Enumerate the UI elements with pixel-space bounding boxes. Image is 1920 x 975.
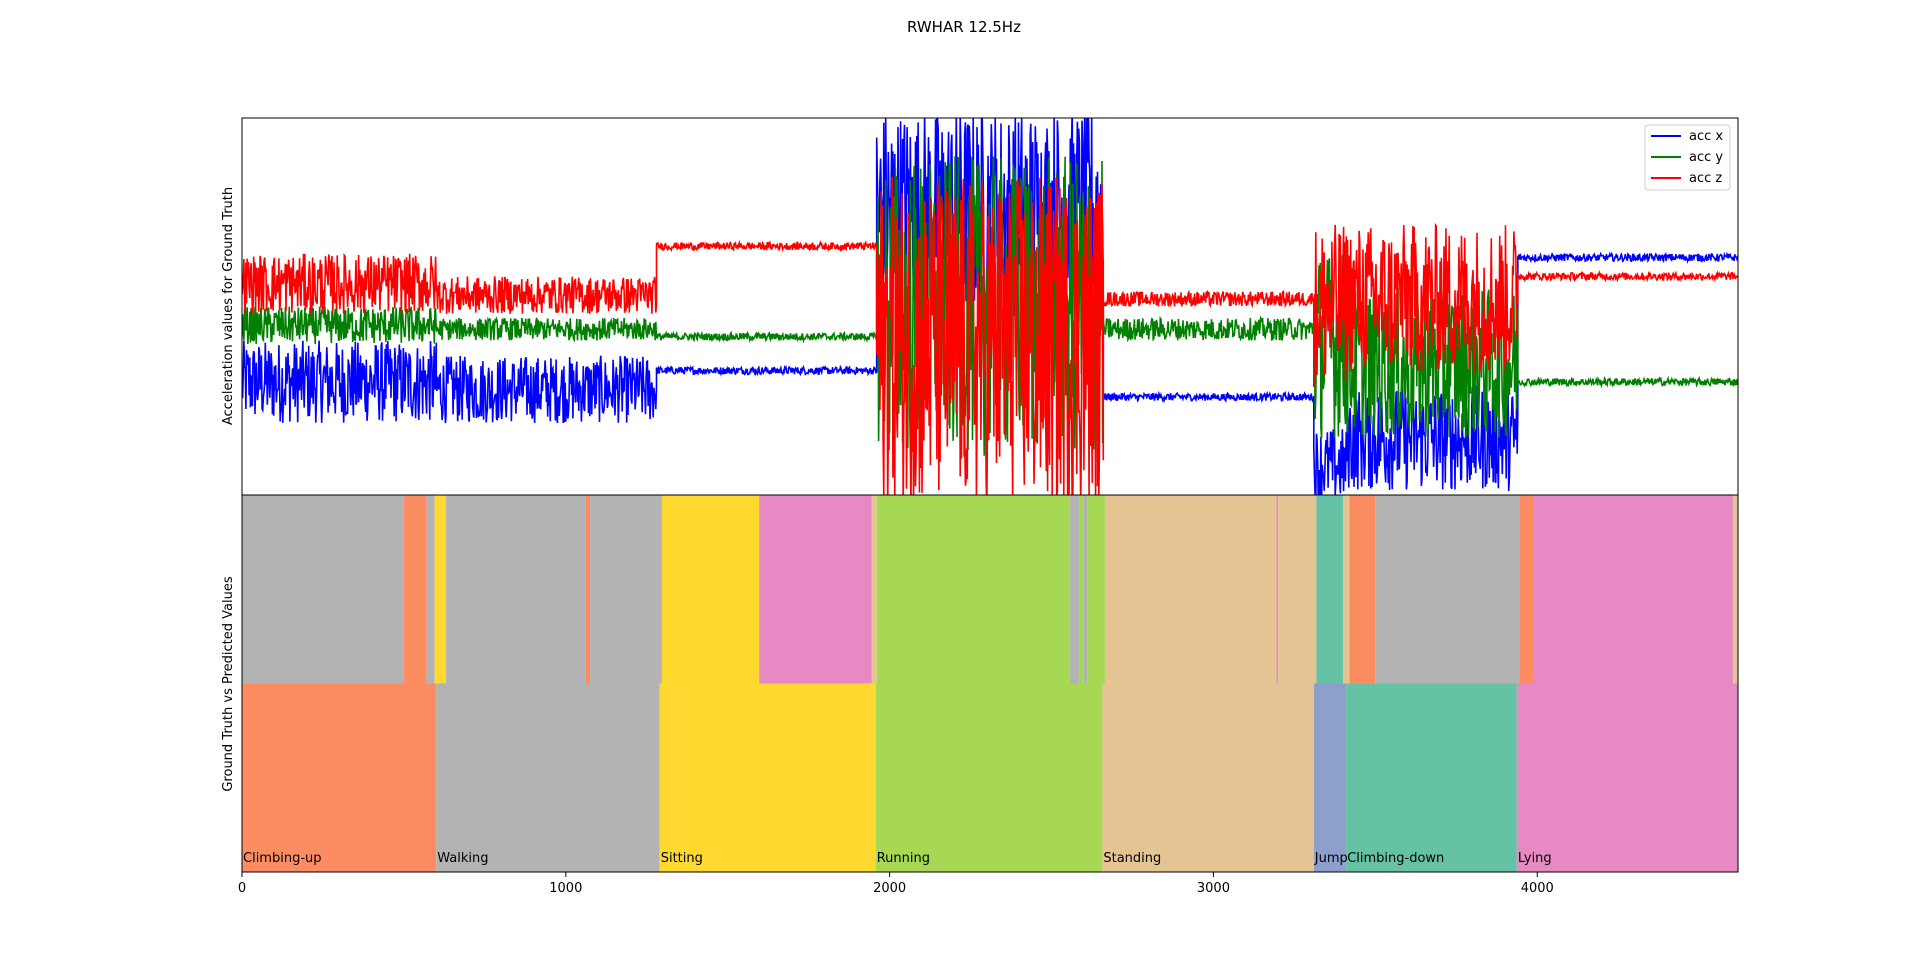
activity-y-label: Ground Truth vs Predicted Values (221, 576, 236, 791)
predicted-segment (1342, 495, 1350, 684)
x-tick-label: 3000 (1197, 881, 1230, 896)
acceleration-y-label: Acceleration values for Ground Truth (221, 187, 236, 425)
x-tick-label: 1000 (549, 881, 582, 896)
predicted-segment (434, 495, 446, 684)
predicted-strip (242, 495, 1738, 684)
ground-truth-segment (1346, 683, 1517, 872)
predicted-segment (661, 495, 760, 684)
predicted-segment (1087, 495, 1105, 684)
activity-label: Lying (1518, 851, 1552, 866)
predicted-segment (426, 495, 435, 684)
activity-plot-frame (241, 494, 1739, 873)
predicted-segment (1316, 495, 1343, 684)
x-tick-label: 0 (238, 881, 246, 896)
predicted-segment (1069, 495, 1080, 684)
ground-truth-segment (659, 683, 876, 872)
x-tick-label: 2000 (873, 881, 906, 896)
predicted-segment (1519, 495, 1534, 684)
predicted-segment (403, 495, 427, 684)
activity-label: Climbing-up (243, 851, 322, 866)
x-axis: 0 1000 2000 3000 4000 (238, 872, 1554, 896)
predicted-segment (759, 495, 872, 684)
activity-label: Sitting (661, 851, 703, 866)
predicted-segment (1083, 495, 1088, 684)
predicted-segment (871, 495, 877, 684)
legend-label-acc-x: acc x (1689, 129, 1723, 144)
predicted-segment (590, 495, 662, 684)
predicted-segment (585, 495, 591, 684)
ground-truth-segment (1102, 683, 1314, 872)
acceleration-panel: Acceleration values for Ground Truth acc… (221, 117, 1739, 496)
figure-title: RWHAR 12.5Hz (907, 18, 1021, 36)
predicted-segment (1375, 495, 1520, 684)
predicted-segment (446, 495, 586, 684)
activity-label: Jump (1314, 851, 1348, 866)
ground-truth-segment (1516, 683, 1738, 872)
predicted-segment (1534, 495, 1734, 684)
predicted-segment (1104, 495, 1277, 684)
activity-label: Walking (437, 851, 488, 866)
activity-panel: Climbing-up Walking Sitting Running Standing… (221, 494, 1739, 896)
activity-label: Standing (1103, 851, 1161, 866)
ground-truth-strip (242, 683, 1738, 872)
ground-truth-segment (1313, 683, 1347, 872)
activity-label: Running (877, 851, 930, 866)
predicted-segment (876, 495, 1070, 684)
predicted-segment (1276, 495, 1279, 684)
series-line-acc-z (242, 176, 1738, 495)
ground-truth-segment (875, 683, 1103, 872)
ground-truth-segment (436, 683, 660, 872)
ground-truth-segment (242, 683, 437, 872)
predicted-segment (1349, 495, 1376, 684)
activity-labels: Climbing-up Walking Sitting Running Standing… (243, 851, 1552, 866)
acceleration-series (242, 118, 1738, 495)
predicted-segment (1079, 495, 1084, 684)
predicted-segment (1278, 495, 1317, 684)
predicted-segment (242, 495, 404, 684)
x-tick-label: 4000 (1521, 881, 1554, 896)
activity-label: Climbing-down (1347, 851, 1444, 866)
legend-label-acc-y: acc y (1689, 150, 1723, 165)
predicted-segment (1733, 495, 1738, 684)
legend-label-acc-z: acc z (1689, 171, 1722, 186)
legend-box (1644, 124, 1731, 191)
legend: acc x acc y acc z (1644, 124, 1731, 191)
